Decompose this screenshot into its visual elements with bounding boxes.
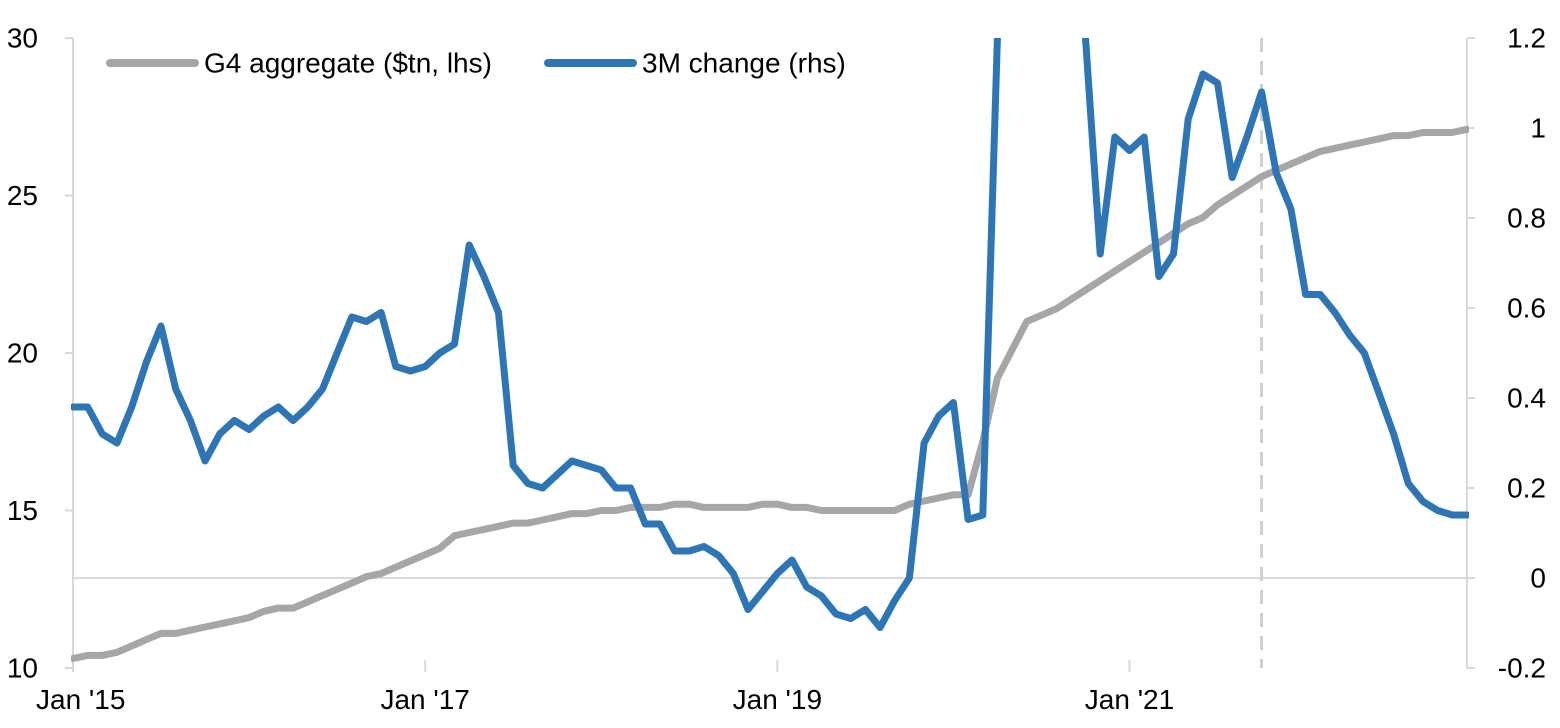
right-tick-label: 0.6 xyxy=(1507,293,1546,324)
left-tick-label: 20 xyxy=(7,338,38,369)
axes-group: 10 15 20 25 30 -0.2 0 0.2 0.4 0.6 0.8 1 1.2 Jan '15… xyxy=(7,23,1546,716)
x-tick-label: Jan '17 xyxy=(380,684,469,715)
right-tick-label: 0 xyxy=(1530,563,1546,594)
left-axis-ticks: 10 15 20 25 30 xyxy=(7,23,73,684)
right-tick-label: 0.8 xyxy=(1507,203,1546,234)
right-tick-label: 0.2 xyxy=(1507,473,1546,504)
series-line-3m-change xyxy=(71,38,1469,631)
left-tick-label: 25 xyxy=(7,180,38,211)
left-tick-label: 15 xyxy=(7,495,38,526)
x-tick-label: Jan '21 xyxy=(1085,684,1174,715)
legend-label-3m-change: 3M change (rhs) xyxy=(642,48,846,79)
right-tick-label: -0.2 xyxy=(1498,653,1546,684)
x-tick-label: Jan '19 xyxy=(733,684,822,715)
legend-label-g4-aggregate: G4 aggregate ($tn, lhs) xyxy=(204,48,492,79)
right-tick-label: 1.2 xyxy=(1507,23,1546,54)
legend: G4 aggregate ($tn, lhs) 3M change (rhs) xyxy=(106,48,846,79)
series-line-g4-aggregate xyxy=(71,125,1469,662)
right-tick-label: 1 xyxy=(1530,113,1546,144)
x-tick-label: Jan '15 xyxy=(36,684,125,715)
series-group xyxy=(71,38,1469,662)
right-axis-ticks: -0.2 0 0.2 0.4 0.6 0.8 1 1.2 xyxy=(1467,23,1546,684)
left-tick-label: 30 xyxy=(7,23,38,54)
x-axis-ticks: Jan '15 Jan '17 Jan '19 Jan '21 xyxy=(36,660,1174,715)
right-tick-label: 0.4 xyxy=(1507,383,1546,414)
left-tick-label: 10 xyxy=(7,653,38,684)
